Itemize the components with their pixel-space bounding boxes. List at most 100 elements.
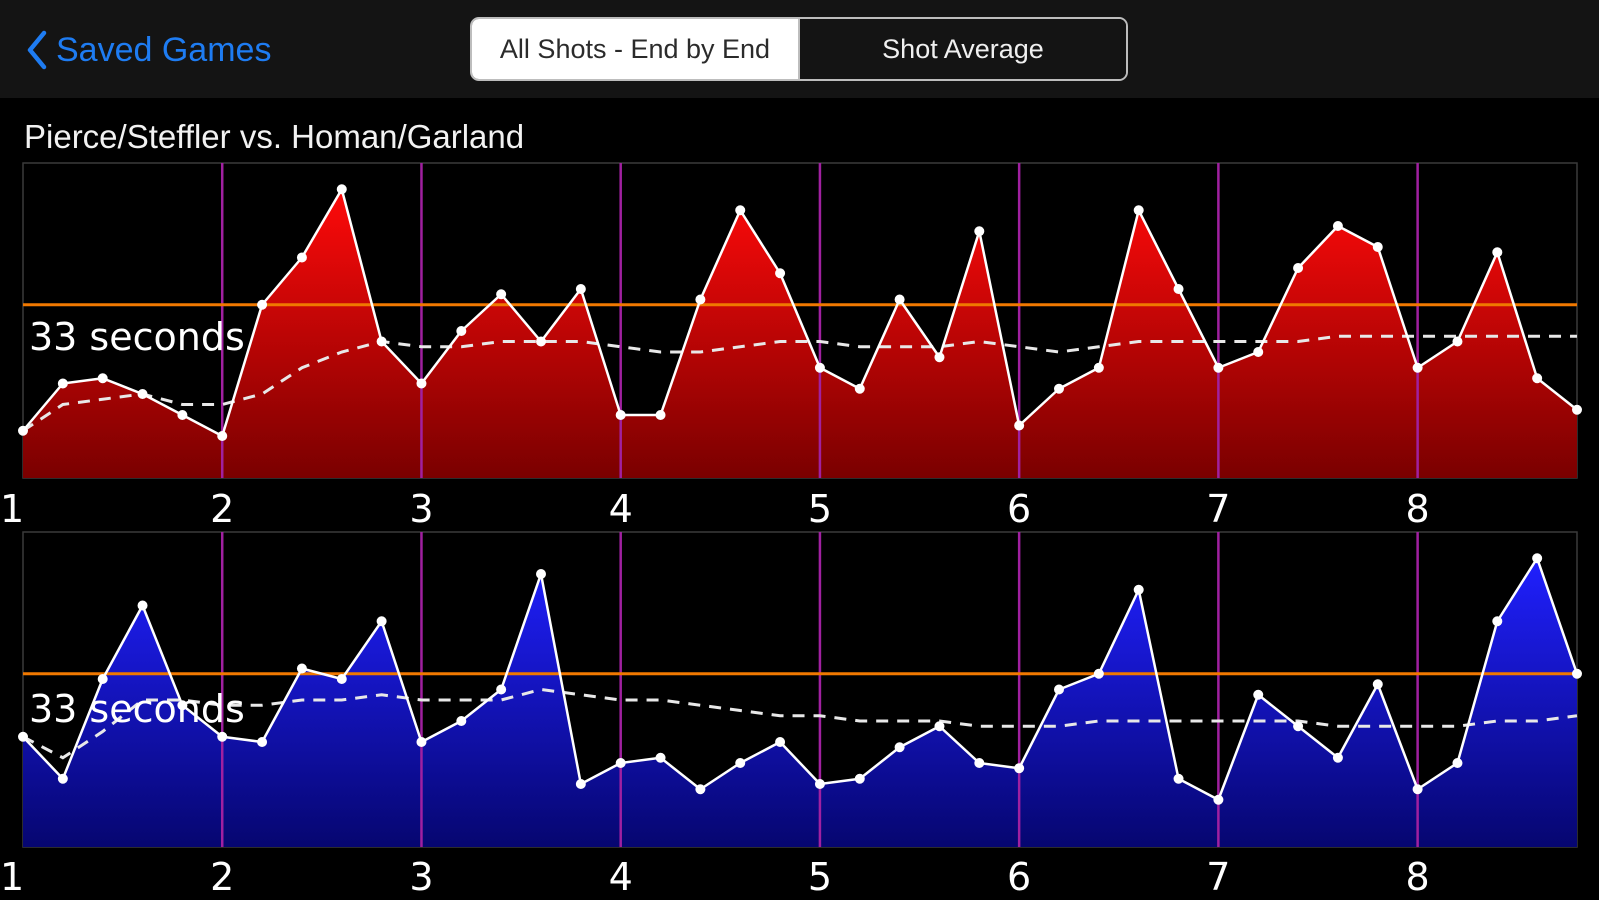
shot-time-area	[23, 189, 1577, 478]
end-tick-2: 2	[210, 855, 234, 899]
shot-point-17	[655, 752, 666, 763]
shot-point-26	[1014, 420, 1025, 431]
shot-point-24	[934, 352, 945, 363]
shot-point-28	[1093, 362, 1104, 373]
shot-point-5	[177, 700, 188, 711]
view-segmented-control: All Shots - End by End Shot Average	[470, 17, 1128, 81]
end-tick-8: 8	[1406, 855, 1430, 899]
end-tick-4: 4	[609, 487, 633, 531]
shot-point-22	[854, 773, 865, 784]
end-tick-1: 1	[0, 855, 24, 899]
shot-point-3	[97, 674, 108, 684]
shot-point-22	[854, 383, 865, 394]
shot-point-31	[1213, 362, 1224, 373]
shot-point-20	[775, 737, 786, 747]
shot-point-10	[376, 336, 387, 347]
end-tick-7: 7	[1206, 855, 1230, 899]
shot-point-4	[137, 389, 148, 399]
shot-point-18	[695, 784, 706, 795]
shot-point-1	[18, 425, 28, 436]
shot-point-13	[496, 684, 507, 695]
shot-point-32	[1253, 689, 1264, 700]
shot-time-line	[22, 188, 1578, 438]
running-average-line	[22, 334, 1577, 433]
shot-point-24	[934, 721, 945, 732]
shot-point-37	[1452, 758, 1463, 768]
shot-point-18	[695, 294, 706, 305]
end-tick-5: 5	[808, 487, 832, 531]
shot-point-25	[974, 758, 985, 768]
shot-point-16	[615, 758, 626, 768]
shot-point-2	[57, 378, 68, 389]
shot-point-16	[615, 410, 626, 420]
shot-point-19	[735, 205, 746, 216]
shot-point-4	[137, 600, 148, 611]
shot-point-34	[1332, 221, 1343, 231]
shot-point-19	[735, 758, 746, 768]
shot-point-35	[1372, 242, 1383, 252]
shot-point-30	[1173, 773, 1184, 784]
shot-point-21	[814, 362, 825, 373]
end-tick-6: 6	[1007, 487, 1031, 531]
shot-point-35	[1372, 679, 1383, 690]
shot-point-39	[1532, 553, 1543, 564]
shot-point-28	[1093, 668, 1104, 679]
back-button-label: Saved Games	[56, 30, 272, 69]
shot-point-7	[257, 737, 268, 747]
end-tick-1: 1	[0, 487, 24, 531]
end-tick-4: 4	[609, 855, 633, 899]
back-button[interactable]: Saved Games	[26, 26, 271, 74]
end-tick-8: 8	[1406, 487, 1430, 531]
shot-point-23	[894, 294, 905, 305]
shot-point-36	[1412, 784, 1423, 795]
shot-point-11	[416, 737, 427, 747]
shot-point-10	[376, 616, 387, 627]
shot-point-32	[1253, 347, 1264, 357]
shot-point-38	[1492, 247, 1503, 258]
navigation-bar: Saved Games All Shots - End by End Shot …	[0, 0, 1599, 98]
segment-shot-average[interactable]: Shot Average	[798, 19, 1126, 79]
end-tick-7: 7	[1206, 487, 1230, 531]
chevron-left-icon	[27, 30, 47, 70]
shot-point-29	[1133, 205, 1144, 216]
average-label: 33 seconds	[29, 315, 245, 359]
shot-point-9	[336, 674, 347, 684]
shot-time-line	[22, 557, 1579, 801]
shot-point-8	[296, 663, 307, 674]
shot-point-39	[1532, 373, 1543, 384]
shot-point-11	[416, 378, 427, 389]
shot-point-8	[296, 252, 307, 263]
shot-point-12	[456, 716, 467, 726]
shot-point-9	[336, 184, 347, 195]
shot-point-5	[177, 410, 188, 420]
end-tick-6: 6	[1007, 855, 1031, 899]
end-tick-3: 3	[409, 487, 433, 531]
shot-point-27	[1054, 684, 1064, 695]
end-tick-3: 3	[409, 855, 433, 899]
shot-point-40	[1572, 668, 1582, 679]
shot-point-21	[814, 779, 825, 789]
shot-point-31	[1213, 794, 1224, 805]
chart-panel-red: 33 seconds 1 2 3 4 5 6 7 8	[0, 162, 1582, 531]
shot-point-3	[97, 373, 108, 384]
shot-point-40	[1572, 404, 1582, 415]
average-label: 33 seconds	[29, 687, 245, 731]
shot-point-6	[217, 431, 228, 441]
shot-point-25	[974, 226, 985, 237]
chart-panel-blue: 33 seconds 1 2 3 4 5 6 7 8	[0, 531, 1582, 899]
shot-point-1	[18, 731, 28, 742]
shot-point-13	[496, 289, 507, 300]
end-tick-2: 2	[210, 487, 234, 531]
shot-point-17	[655, 410, 666, 420]
segment-all-shots[interactable]: All Shots - End by End	[472, 19, 798, 79]
shot-point-12	[456, 326, 467, 336]
shot-point-6	[217, 731, 228, 742]
shot-point-14	[536, 336, 546, 347]
shot-point-38	[1492, 616, 1503, 627]
shot-point-23	[894, 742, 905, 753]
shot-point-26	[1014, 763, 1025, 774]
shot-point-27	[1054, 383, 1064, 394]
shot-point-20	[775, 268, 786, 279]
shot-point-30	[1173, 284, 1184, 294]
